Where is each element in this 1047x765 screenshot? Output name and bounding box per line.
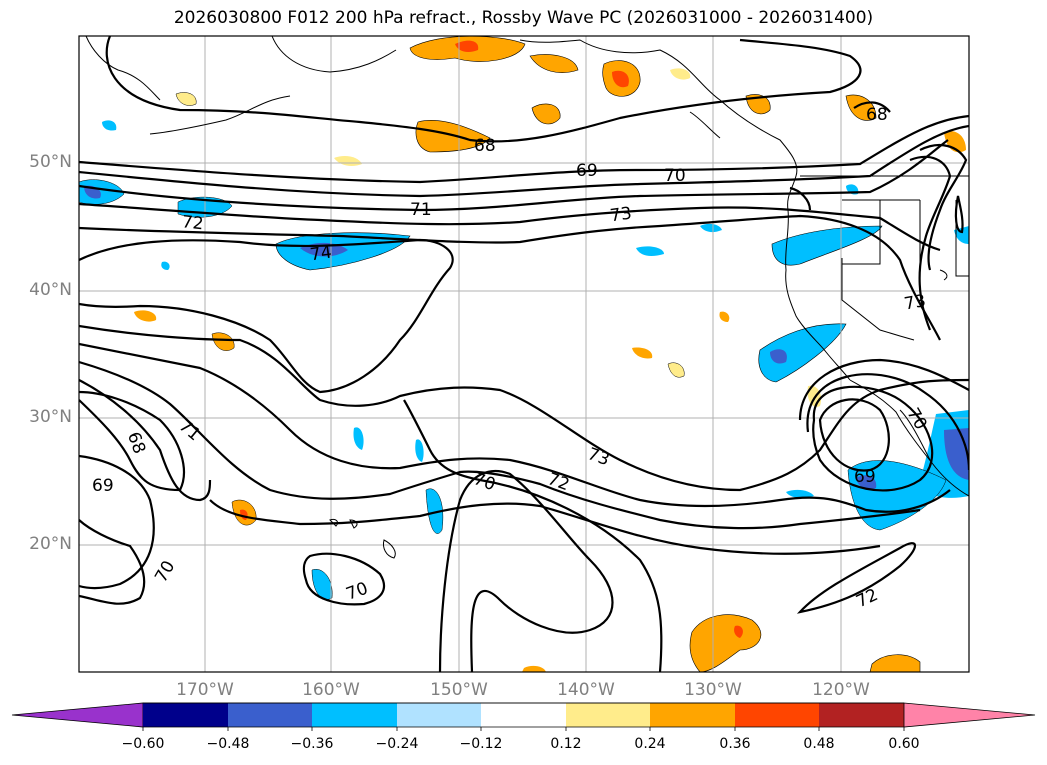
- colorbar-tick-label: 0.24: [634, 736, 666, 752]
- contour-label: 71: [410, 200, 432, 220]
- colorbar: [11, 702, 1036, 731]
- colorbar-tick-label: 0.48: [803, 736, 835, 752]
- map-title: 2026030800 F012 200 hPa refract., Rossby…: [173, 8, 874, 28]
- lat-label: 40°N: [29, 280, 72, 300]
- colorbar-tick-label: −0.12: [459, 736, 503, 752]
- colorbar-swatch: [819, 703, 904, 727]
- graticule: [79, 36, 969, 672]
- colorbar-tick-label: −0.36: [290, 736, 334, 752]
- colorbar-tick-label: −0.24: [375, 736, 419, 752]
- lon-label: 150°W: [430, 680, 488, 700]
- lon-label: 120°W: [812, 680, 870, 700]
- refractivity-contours: [79, 36, 969, 672]
- colorbar-swatch: [11, 702, 144, 728]
- lon-label: 140°W: [557, 680, 615, 700]
- contour-label: 69: [854, 467, 876, 487]
- lat-label: 20°N: [29, 534, 72, 554]
- colorbar-swatch: [481, 703, 566, 727]
- contour-label: 68: [866, 105, 888, 125]
- lon-label: 130°W: [684, 680, 742, 700]
- contour-label: 70: [664, 166, 686, 186]
- lon-label: 170°W: [176, 680, 234, 700]
- colorbar-swatch: [566, 703, 650, 727]
- colorbar-swatch: [735, 703, 819, 727]
- plot-area: [79, 36, 969, 672]
- colorbar-swatch: [312, 703, 397, 727]
- contour-label: 68: [474, 136, 496, 156]
- contour-label: 73: [609, 203, 633, 226]
- lat-label: 30°N: [29, 407, 72, 427]
- colorbar-tick-label: 0.36: [719, 736, 751, 752]
- contour-label: 74: [309, 242, 333, 265]
- colorbar-tick-label: 0.60: [888, 736, 920, 752]
- plot-frame: [78, 35, 970, 673]
- colorbar-tick-label: 0.12: [550, 736, 582, 752]
- colorbar-swatch: [397, 703, 481, 727]
- colorbar-swatch: [143, 703, 228, 727]
- lon-label: 160°W: [302, 680, 360, 700]
- contour-label: 72: [181, 212, 205, 234]
- colorbar-swatch: [650, 703, 735, 727]
- colorbar-tick-label: −0.48: [206, 736, 250, 752]
- colorbar-tick-label: −0.60: [121, 736, 165, 752]
- lat-label: 50°N: [29, 152, 72, 172]
- contour-label: 69: [576, 161, 598, 181]
- colorbar-swatch: [228, 703, 312, 727]
- negative-anomaly-shading: [79, 120, 969, 600]
- contour-label: 73: [903, 291, 928, 314]
- contour-label: 69: [92, 476, 114, 496]
- colorbar-swatch: [903, 702, 1036, 728]
